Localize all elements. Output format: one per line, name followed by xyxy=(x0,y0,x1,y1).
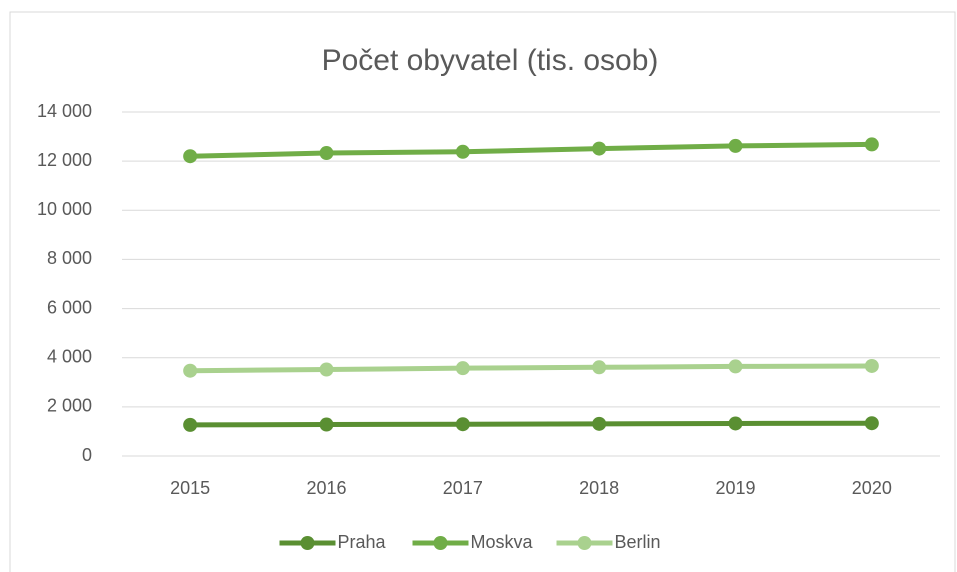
legend-label: Berlin xyxy=(615,532,661,552)
legend-marker xyxy=(433,536,448,550)
point xyxy=(319,146,334,161)
x-tick-label: 2015 xyxy=(170,478,210,498)
point xyxy=(183,149,198,164)
point xyxy=(728,138,743,153)
chart-title: Počet obyvatel (tis. osob) xyxy=(322,44,659,77)
point xyxy=(319,362,334,377)
chart-frame xyxy=(9,11,956,572)
point xyxy=(455,361,470,376)
legend-marker xyxy=(577,536,592,550)
series-line xyxy=(190,141,872,159)
point xyxy=(592,360,607,375)
y-tick-label: 8 000 xyxy=(47,248,92,268)
point xyxy=(864,137,879,152)
legend-label: Moskva xyxy=(471,532,534,552)
legend-label: Praha xyxy=(338,532,387,552)
y-tick-label: 2 000 xyxy=(47,396,92,416)
y-tick-label: 6 000 xyxy=(47,297,92,317)
point xyxy=(592,141,607,156)
x-tick-label: 2016 xyxy=(306,478,346,498)
point xyxy=(183,363,198,378)
point xyxy=(864,416,879,431)
x-tick-label: 2017 xyxy=(443,478,483,498)
x-tick-label: 2018 xyxy=(579,478,619,498)
point xyxy=(455,144,470,159)
legend-marker xyxy=(300,536,315,550)
point xyxy=(728,416,743,431)
point xyxy=(319,417,334,432)
y-tick-label: 10 000 xyxy=(37,199,92,219)
y-tick-label: 14 000 xyxy=(37,101,92,121)
y-tick-label: 12 000 xyxy=(37,150,92,170)
point xyxy=(183,417,198,432)
y-tick-label: 4 000 xyxy=(47,346,92,366)
x-tick-label: 2020 xyxy=(852,478,892,498)
series-line xyxy=(190,420,872,428)
point xyxy=(864,358,879,373)
y-tick-label: 0 xyxy=(82,445,92,465)
series-line xyxy=(190,363,872,374)
x-tick-label: 2019 xyxy=(715,478,755,498)
point xyxy=(455,417,470,432)
point xyxy=(728,359,743,374)
point xyxy=(592,416,607,431)
